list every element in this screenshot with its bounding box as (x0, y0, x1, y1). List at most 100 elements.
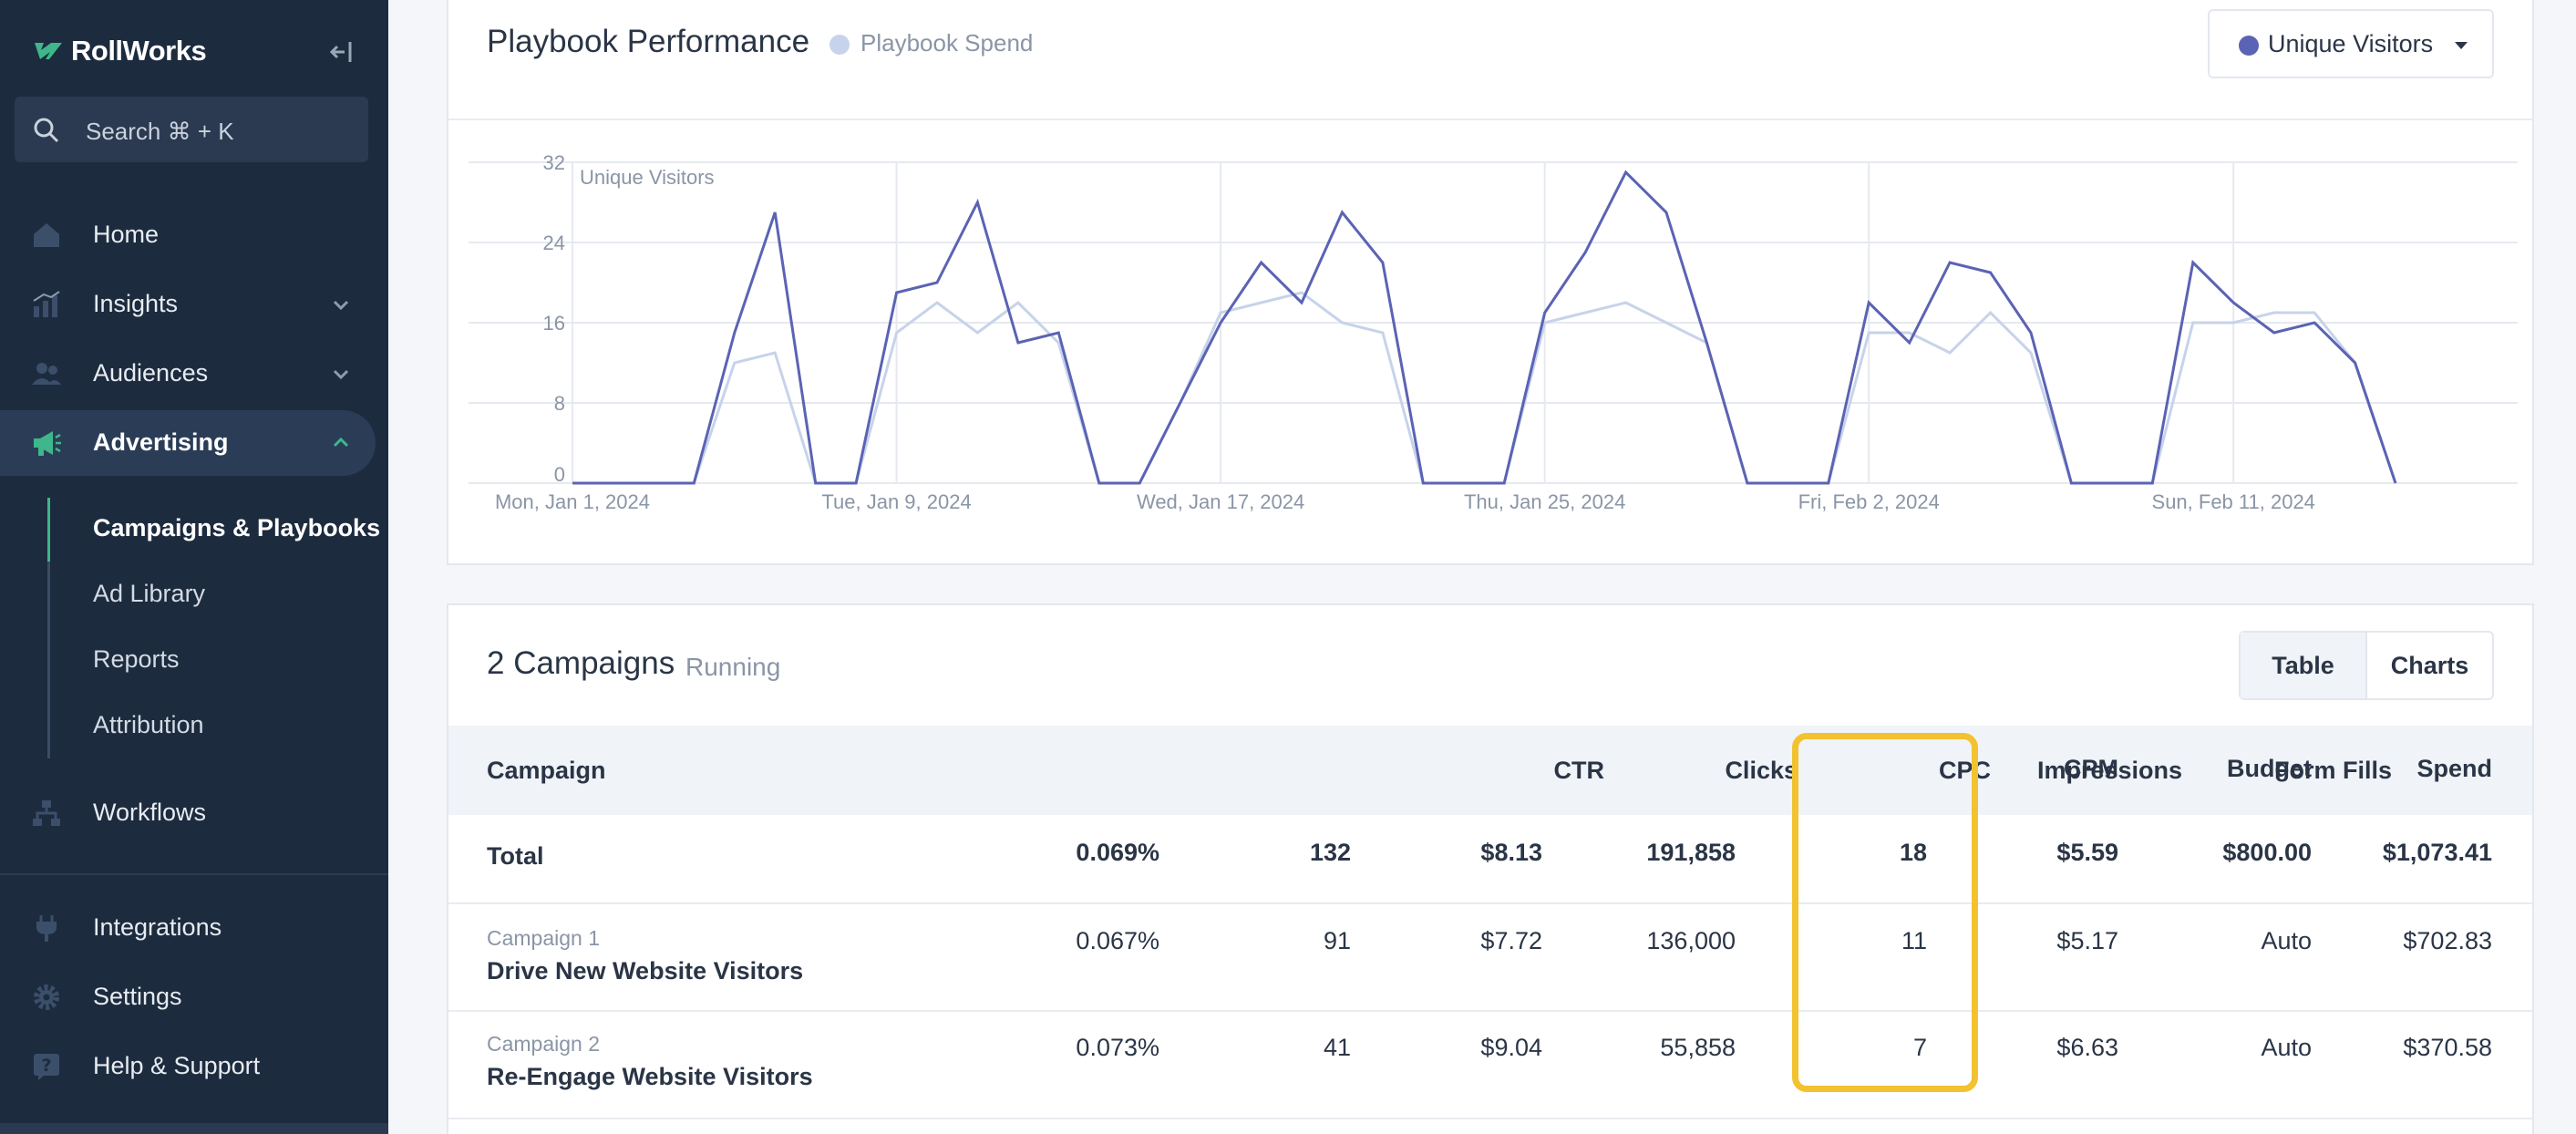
nav-audiences-label: Audiences (93, 359, 209, 387)
sidebar-footer (0, 1123, 388, 1134)
total-form-fills-value: 18 (1899, 839, 1927, 866)
total-label: Total (487, 842, 544, 870)
campaign-name-link[interactable]: Re-Engage Website Visitors (487, 1063, 813, 1090)
plug-icon (36, 915, 57, 942)
campaign-2-budget-value: Auto (2261, 1034, 2312, 1061)
home-icon (34, 223, 59, 247)
col-form-fills[interactable]: Form Fills (2273, 757, 2392, 784)
nav-audiences[interactable]: Audiences (0, 341, 376, 407)
chevron-down-icon (333, 300, 349, 311)
nav-insights-label: Insights (93, 290, 179, 317)
total-cpm-value: $5.59 (2056, 839, 2118, 866)
nav-settings-label: Settings (93, 983, 182, 1010)
col-budget[interactable]: Budget (2227, 755, 2312, 782)
total-budget-value: $800.00 (2222, 839, 2312, 866)
total-cpc-value: $8.13 (1480, 839, 1542, 866)
collapse-sidebar-button[interactable] (326, 36, 357, 67)
nav-advertising[interactable]: Advertising (0, 410, 376, 476)
campaign-2-form-fills-value: 7 (1912, 1034, 1927, 1061)
performance-title: Playbook Performance (487, 24, 810, 59)
campaign-1-cpm-value: $5.17 (2056, 927, 2118, 954)
campaign-1-spend-value: $702.83 (2403, 927, 2492, 954)
metric-dropdown-value: Unique Visitors (2268, 30, 2434, 57)
y-tick-label: 0 (554, 463, 565, 486)
col-ctr[interactable]: CTR (1553, 757, 1605, 784)
total-ctr-value: 0.069% (1076, 839, 1159, 866)
col-clicks[interactable]: Clicks (1725, 757, 1798, 784)
help-icon: ? (34, 1054, 59, 1080)
campaign-tag: Campaign 1 (487, 926, 601, 950)
campaigns-count-title: 2 Campaigns (487, 645, 675, 681)
sidebar-divider (0, 873, 388, 875)
view-charts-button[interactable]: Charts (2390, 651, 2469, 679)
x-tick-label: Tue, Jan 9, 2024 (821, 490, 971, 513)
megaphone-icon (34, 431, 61, 456)
sidebar: RollWorks Search ⌘ + K Home Insights Aud… (0, 0, 388, 1134)
campaign-1-budget-value: Auto (2261, 927, 2312, 954)
nav-home[interactable]: Home (0, 202, 376, 268)
nav-help-support[interactable]: ? Help & Support (0, 1034, 376, 1099)
y-tick-label: 32 (543, 151, 565, 174)
col-campaign[interactable]: Campaign (487, 757, 606, 784)
campaign-2-ctr-value: 0.073% (1076, 1034, 1159, 1061)
nav-insights[interactable]: Insights (0, 272, 376, 337)
campaign-2-spend-value: $370.58 (2403, 1034, 2492, 1061)
playbook-performance-panel: Playbook Performance Playbook Spend Uniq… (447, 0, 2534, 565)
nav-home-label: Home (93, 221, 160, 248)
y-axis-label: Unique Visitors (580, 166, 715, 189)
unique-visitors-chart: 0 8 16 24 32 Mon, Jan 1, 2024 Tue, Jan 9, 2024… (469, 151, 2518, 513)
subnav-reports[interactable]: Reports (93, 645, 180, 673)
collapse-sidebar-icon (329, 42, 352, 62)
total-clicks-value: 132 (1309, 839, 1351, 866)
y-tick-label: 8 (554, 392, 565, 415)
campaign-2-clicks-value: 41 (1323, 1034, 1351, 1061)
col-cpm[interactable]: CPM (2064, 755, 2118, 782)
campaign-2-impressions-value: 55,858 (1660, 1034, 1736, 1061)
col-impressions[interactable]: Impressions (2036, 757, 2182, 784)
view-toggle: Table Charts (2239, 631, 2494, 700)
table-row-total: Total (448, 815, 2532, 904)
chevron-down-icon (333, 369, 349, 380)
campaign-1-impressions-value: 136,000 (1646, 927, 1736, 954)
total-spend-value: $1,073.41 (2382, 839, 2492, 866)
x-tick-label: Mon, Jan 1, 2024 (495, 490, 650, 513)
campaign-name-link[interactable]: Drive New Website Visitors (487, 957, 804, 985)
nav-workflows[interactable]: Workflows (0, 780, 376, 846)
y-tick-label: 16 (543, 312, 565, 335)
legend-swatch-spend (829, 35, 850, 55)
nav-advertising-label: Advertising (93, 428, 229, 456)
subnav-attribution[interactable]: Attribution (93, 711, 204, 738)
campaign-tag: Campaign 2 (487, 1032, 601, 1056)
campaign-1-clicks-value: 91 (1323, 927, 1351, 954)
subnav-ad-library[interactable]: Ad Library (93, 580, 206, 607)
campaign-1-cpc-value: $7.72 (1480, 927, 1542, 954)
subnav-campaigns-playbooks[interactable]: Campaigns & Playbooks (93, 514, 381, 541)
nav-workflows-label: Workflows (93, 799, 207, 826)
chevron-up-icon (333, 437, 349, 448)
legend-label-spend[interactable]: Playbook Spend (860, 29, 1034, 57)
campaigns-panel: 2 Campaigns Running Table Charts Campaig… (447, 603, 2534, 1134)
subnav-active-indicator (47, 498, 50, 562)
performance-divider (448, 119, 2532, 120)
table-row[interactable]: Campaign 1 Drive New Website Visitors (448, 904, 2532, 1012)
table-header: Campaign CTR Clicks CPC Impressions Form… (448, 726, 2532, 815)
campaign-1-form-fills-value: 11 (1901, 927, 1927, 954)
view-table-button[interactable]: Table (2241, 633, 2367, 698)
campaigns-status: Running (685, 653, 781, 681)
rollworks-logo[interactable]: RollWorks (33, 35, 207, 67)
insights-icon (33, 291, 60, 317)
x-tick-label: Thu, Jan 25, 2024 (1464, 490, 1625, 513)
table-row[interactable]: Campaign 2 Re-Engage Website Visitors (448, 1012, 2532, 1119)
nav-settings[interactable]: Settings (0, 964, 376, 1030)
search-icon (34, 118, 59, 143)
workflows-icon (33, 800, 60, 826)
campaign-2-cpc-value: $9.04 (1480, 1034, 1542, 1061)
metric-dropdown[interactable]: Unique Visitors (2208, 9, 2494, 78)
search-input[interactable]: Search ⌘ + K (15, 97, 368, 162)
col-spend[interactable]: Spend (2416, 755, 2492, 782)
col-cpc[interactable]: CPC (1938, 757, 1991, 784)
search-placeholder: Search ⌘ + K (86, 118, 234, 145)
svg-text:?: ? (41, 1056, 51, 1076)
nav-integrations[interactable]: Integrations (0, 895, 376, 961)
total-impressions-value: 191,858 (1646, 839, 1736, 866)
